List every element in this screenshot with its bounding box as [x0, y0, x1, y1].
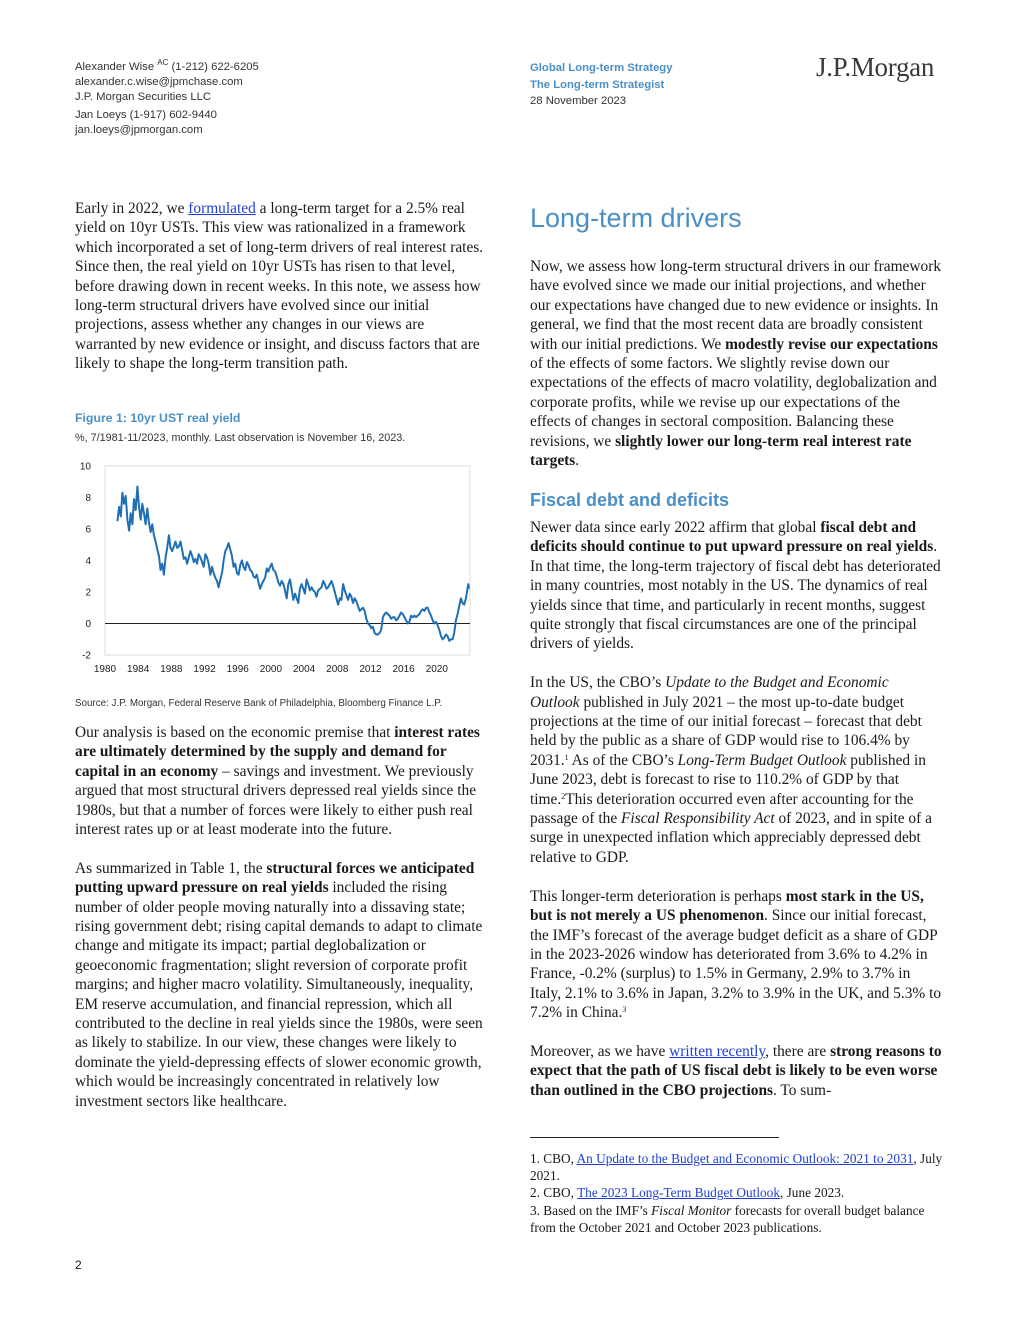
imf-paragraph: This longer-term deterioration is perhap… [530, 887, 942, 1022]
x-tick-label: 1996 [227, 664, 250, 675]
footnote-ref-3[interactable]: 3 [622, 1005, 627, 1015]
right-body: Newer data since early 2022 affirm that … [530, 518, 942, 1100]
y-tick-label: 4 [85, 556, 91, 567]
x-tick-label: 2008 [326, 664, 349, 675]
jpmorgan-logo: J.P.Morgan [816, 52, 935, 82]
author-2-name: Jan Loeys (1-917) 602-9440 [75, 109, 217, 121]
left-body: Our analysis is based on the economic pr… [75, 723, 487, 1111]
footnote-ref-1[interactable]: 1 [564, 752, 569, 762]
formulated-link[interactable]: formulated [188, 200, 256, 217]
analysis-premise-paragraph: Our analysis is based on the economic pr… [75, 724, 480, 839]
y-tick-label: 0 [85, 619, 91, 630]
publication-date: 28 November 2023 [530, 95, 627, 107]
footnote-divider [530, 1137, 779, 1138]
figure-source: Source: J.P. Morgan, Federal Reserve Ban… [75, 698, 443, 709]
x-tick-label: 2004 [293, 664, 316, 675]
real-yield-chart: -2 0 2 4 6 8 10 1980 1984 1988 1992 1996 2000 2004 200… [80, 462, 471, 675]
author-1-name: Alexander Wise AC [75, 58, 169, 74]
drivers-paragraph: Now, we assess how long-term structural … [530, 258, 942, 470]
footnote-2-link[interactable]: The 2023 Long-Term Budget Outlook [577, 1185, 780, 1201]
footnotes: 1. CBO, An Update to the Budget and Econ… [530, 1150, 950, 1236]
x-tick-label: 2016 [393, 664, 416, 675]
y-tick-label: -2 [82, 651, 91, 662]
cbo-paragraph: In the US, the CBO’s Update to the Budge… [530, 674, 932, 866]
author-block: Alexander Wise AC (1-212) 622-6205 alexa… [75, 58, 259, 138]
figure-subtitle: %, 7/1981-11/2023, monthly. Last observa… [75, 432, 406, 444]
footnote-ref-2[interactable]: 2 [561, 791, 566, 801]
x-tick-label: 1984 [127, 664, 150, 675]
series-name: Global Long-term Strategy [530, 62, 673, 74]
author-2-email[interactable]: jan.loeys@jpmorgan.com [75, 124, 203, 136]
footnote-2: 2. CBO, The 2023 Long-Term Budget Outloo… [530, 1185, 845, 1201]
series-line [116, 485, 470, 642]
x-tick-label: 2000 [260, 664, 283, 675]
moreover-paragraph: Moreover, as we have written recently, t… [530, 1042, 942, 1099]
x-tick-label: 2020 [426, 664, 449, 675]
y-tick-label: 6 [85, 525, 91, 536]
publication-name: The Long-term Strategist [530, 79, 665, 91]
author-1-firm: J.P. Morgan Securities LLC [75, 91, 212, 103]
subsection-title: Fiscal debt and deficits [530, 490, 730, 510]
x-tick-label: 1992 [193, 664, 216, 675]
author-1-phone: (1-212) 622-6205 [168, 61, 259, 73]
publication-info: Global Long-term Strategy The Long-term … [530, 60, 672, 108]
plot-frame [104, 465, 471, 656]
y-tick-label: 2 [85, 588, 91, 599]
y-tick-label: 10 [80, 462, 92, 473]
fiscal-debt-paragraph: Newer data since early 2022 affirm that … [530, 519, 941, 653]
x-tick-label: 2012 [359, 664, 382, 675]
page-number: 2 [75, 1258, 82, 1272]
intro-paragraph: Early in 2022, we formulated a long-term… [75, 200, 484, 373]
x-tick-label: 1988 [160, 664, 183, 675]
y-tick-label: 8 [85, 493, 91, 504]
x-tick-label: 1980 [94, 664, 117, 675]
figure-title: Figure 1: 10yr UST real yield [75, 411, 241, 425]
footnote-3: 3. Based on the IMF’s Fiscal Monitor for… [530, 1202, 925, 1235]
footnote-1: 1. CBO, An Update to the Budget and Econ… [530, 1151, 943, 1184]
footnote-1-link[interactable]: An Update to the Budget and Economic Out… [576, 1151, 914, 1166]
author-1-email[interactable]: alexander.c.wise@jpmchase.com [75, 76, 243, 88]
structural-forces-paragraph: As summarized in Table 1, the structural… [75, 859, 483, 1110]
section-title: Long-term drivers [530, 203, 742, 233]
written-recently-link[interactable]: written recently [669, 1042, 766, 1060]
